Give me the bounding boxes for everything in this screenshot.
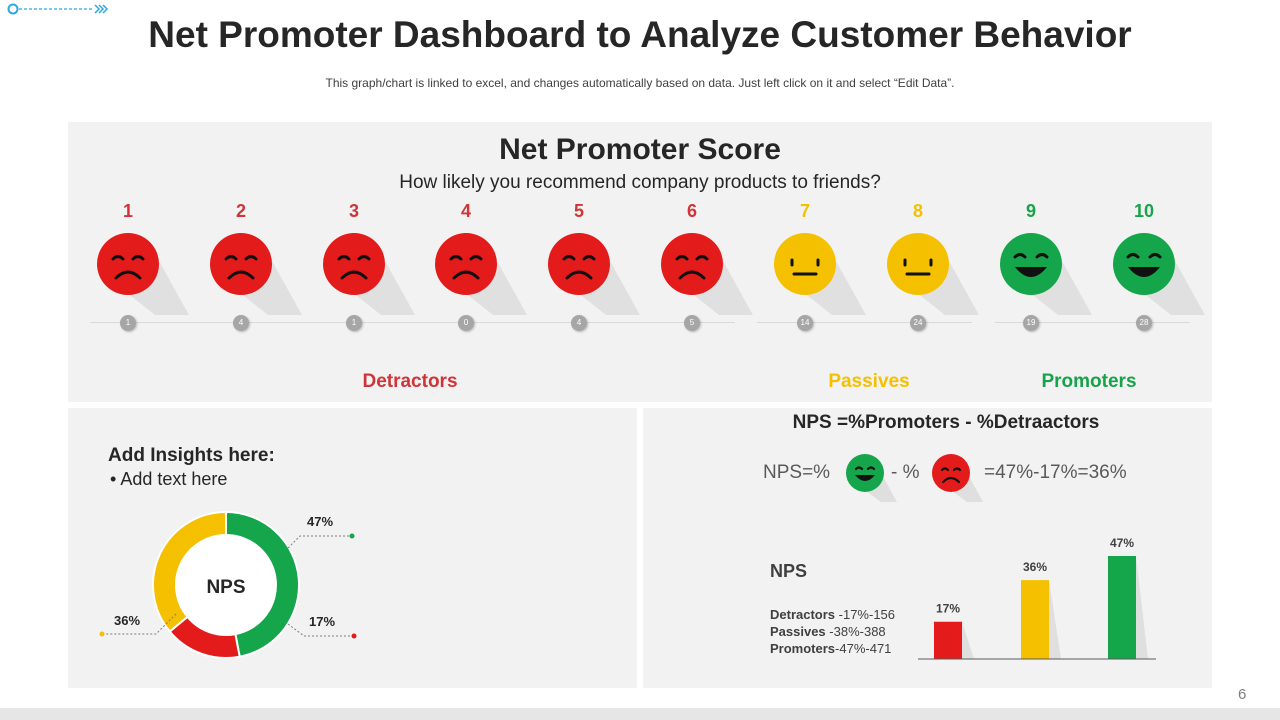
donut-chart: NPS 47% 17% 36% (99, 510, 357, 660)
group-label-passives: Passives (828, 371, 910, 392)
rating-score-6: 6 (686, 201, 697, 221)
neutral-face-icon (774, 233, 866, 315)
footer-bar (0, 708, 1280, 720)
bar-detractors-label: 17% (936, 602, 960, 616)
rating-score-7: 7 (799, 201, 810, 221)
rating-score-10: 10 (1133, 201, 1155, 221)
sad-face-icon (932, 454, 983, 502)
neutral-face-icon (887, 233, 979, 315)
sad-face-icon (661, 233, 753, 315)
leader-line-detractors (287, 623, 354, 637)
bar-shadow (962, 621, 974, 659)
leader-dot-promoters (349, 533, 355, 539)
sad-face-icon (97, 233, 189, 315)
rating-count-6: 5 (684, 315, 700, 331)
bar-shadow (1049, 580, 1061, 659)
donut-center-label: NPS (206, 577, 245, 598)
rating-count-2: 4 (233, 315, 249, 331)
donut-label-detractors: 17% (309, 614, 335, 629)
rating-count-10: 28 (1136, 315, 1152, 331)
rating-count-8: 24 (910, 315, 926, 331)
insights-bullet-text: Add text here (120, 469, 228, 489)
promoters-line (995, 322, 1190, 323)
happy-face-icon (1113, 233, 1205, 315)
passives-line (757, 322, 972, 323)
rating-count-7: 14 (797, 315, 813, 331)
donut-label-promoters: 47% (307, 514, 333, 529)
formula-result: =47%-17%=36% (984, 462, 1127, 483)
bar-legend-row-promoters: Promoters-47%-471 (770, 641, 892, 656)
bar-promoters (1108, 556, 1136, 659)
donut-hole (176, 535, 276, 635)
sad-face-icon (210, 233, 302, 315)
group-label-promoters: Promoters (1041, 371, 1137, 392)
rating-score-9: 9 (1025, 201, 1036, 221)
insights-bullet: • Add text here (110, 469, 228, 489)
happy-face-icon (1000, 233, 1092, 315)
bar-passives-label: 36% (1023, 560, 1047, 574)
donut-label-passives: 36% (114, 613, 140, 628)
formula-heading: NPS =%Promoters - %Detraactors (792, 412, 1100, 433)
detractors-line (90, 322, 735, 323)
nps-bar-chart: 17% 36% 47% (918, 536, 1156, 660)
slide-number: 6 (1238, 686, 1247, 703)
page-subtitle: This graph/chart is linked to excel, and… (325, 76, 955, 90)
nps-question: How likely you recommend company product… (399, 172, 881, 193)
happy-face-icon (846, 454, 897, 502)
rating-score-5: 5 (573, 201, 584, 221)
bar-promoters-label: 47% (1110, 536, 1134, 550)
rating-count-4: 0 (458, 315, 474, 331)
rating-count-3: 1 (346, 315, 362, 331)
leader-dot-detractors (351, 633, 357, 639)
bar-legend-row-detractors: Detractors -17%-156 (770, 607, 896, 622)
rating-score-4: 4 (460, 201, 471, 221)
rating-score-3: 3 (348, 201, 359, 221)
bar-shadow (1136, 556, 1148, 659)
sad-face-icon (548, 233, 640, 315)
formula-prefix: NPS=% (763, 462, 831, 483)
rating-count-5: 4 (571, 315, 587, 331)
rating-score-8: 8 (912, 201, 923, 221)
nps-heading: Net Promoter Score (499, 133, 781, 166)
insights-heading: Add Insights here: (108, 445, 275, 466)
rating-score-2: 2 (235, 201, 246, 221)
header-accent-icon (7, 3, 109, 15)
leader-line-passives (102, 613, 177, 635)
leader-line-promoters (287, 535, 352, 549)
bar-legend-row-passives: Passives -38%-388 (770, 624, 886, 639)
sad-face-icon (435, 233, 527, 315)
bar-passives (1021, 580, 1049, 659)
formula-middle: - % (891, 462, 920, 483)
rating-count-1: 1 (120, 315, 136, 331)
rating-count-9: 19 (1023, 315, 1039, 331)
bar-legend-title: NPS (770, 561, 808, 581)
rating-score-1: 1 (122, 201, 133, 221)
bar-detractors (934, 621, 962, 659)
leader-dot-passives (99, 631, 105, 637)
group-label-detractors: Detractors (362, 371, 458, 392)
sad-face-icon (323, 233, 415, 315)
bar-legend-list: Detractors -17%-156 Passives -38%-388 Pr… (770, 606, 895, 657)
page-title: Net Promoter Dashboard to Analyze Custom… (148, 14, 1132, 55)
